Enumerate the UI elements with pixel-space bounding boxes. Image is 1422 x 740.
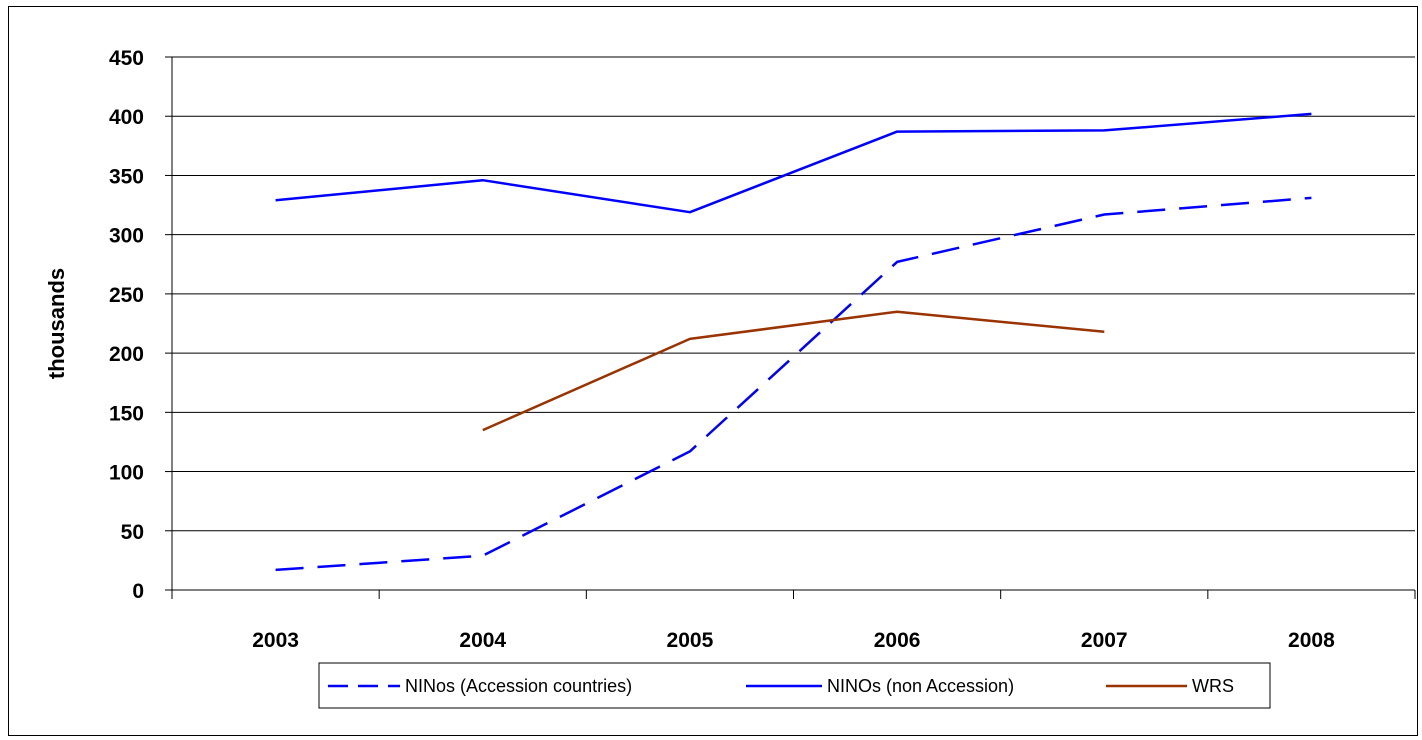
y-tick-label: 0: [132, 580, 144, 603]
x-tick-labels: 2003 2004 2005 2006 2007 2008: [252, 629, 1335, 652]
x-tick-label: 2004: [459, 629, 506, 652]
x-tick-label: 2005: [667, 629, 714, 652]
legend-label: NINOs (non Accession): [827, 676, 1014, 696]
y-tick-label: 150: [109, 402, 144, 425]
y-tick-label: 50: [121, 521, 144, 544]
y-tick-label: 300: [109, 225, 144, 248]
chart-frame: [8, 6, 1418, 736]
y-axis-label: thousands: [44, 268, 69, 379]
y-tick-label: 350: [109, 165, 144, 188]
y-tick-label: 200: [109, 343, 144, 366]
x-tick-label: 2008: [1288, 629, 1335, 652]
series-line-1: [275, 112, 1312, 214]
legend: NINos (Accession countries) NINOs (non Ac…: [318, 662, 1271, 709]
y-tick-labels: 0 50 100 150 200 250 300 350 400 450: [109, 47, 144, 603]
x-tick-label: 2006: [874, 629, 921, 652]
gridlines: [172, 56, 1415, 532]
y-tick-label: 250: [109, 284, 144, 307]
series-line-2: [482, 310, 1105, 432]
y-tick-label: 100: [109, 462, 144, 485]
series-line-0: [275, 196, 1312, 572]
x-tick-label: 2003: [252, 629, 299, 652]
y-tick-label: 450: [109, 47, 144, 70]
y-tick-label: 400: [109, 106, 144, 129]
legend-label: WRS: [1192, 676, 1234, 696]
legend-label: NINos (Accession countries): [405, 676, 632, 696]
series-lines: [275, 112, 1312, 572]
axes: [165, 56, 1416, 599]
x-tick-label: 2007: [1081, 629, 1128, 652]
